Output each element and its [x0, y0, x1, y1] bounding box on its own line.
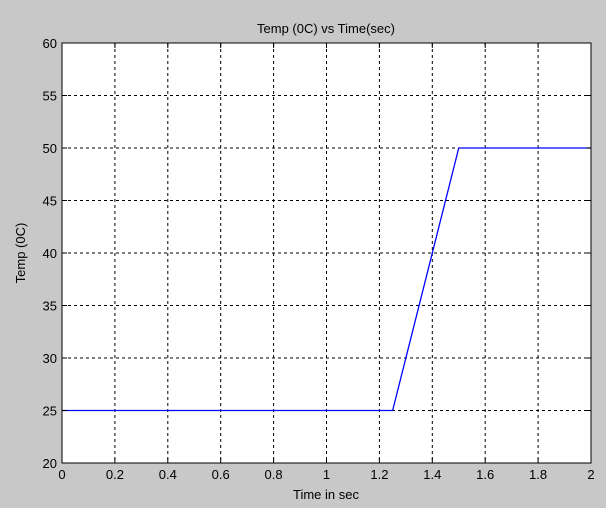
x-tick-label: 1.8 [529, 467, 547, 482]
x-tick-label: 0.6 [212, 467, 230, 482]
y-tick-label: 45 [43, 194, 57, 209]
x-tick-label: 0 [58, 467, 65, 482]
x-tick-label: 0.8 [265, 467, 283, 482]
chart-title: Temp (0C) vs Time(sec) [257, 21, 395, 36]
x-tick-label: 2 [587, 467, 594, 482]
x-axis-label: Time in sec [293, 487, 359, 502]
x-tick-label: 1.6 [476, 467, 494, 482]
y-tick-label: 30 [43, 351, 57, 366]
y-tick-label: 35 [43, 299, 57, 314]
x-tick-label: 0.2 [106, 467, 124, 482]
y-tick-label: 50 [43, 141, 57, 156]
series-layer [62, 147, 591, 412]
x-tick-label: 1 [323, 467, 330, 482]
y-axis-label: Temp (0C) [13, 223, 28, 284]
y-tick-label: 55 [43, 89, 57, 104]
ticks [61, 42, 592, 464]
y-tick-label: 20 [43, 456, 57, 471]
x-tick-label: 1.2 [370, 467, 388, 482]
x-tick-label: 1.4 [423, 467, 441, 482]
y-tick-label: 40 [43, 246, 57, 261]
series-line [62, 147, 591, 412]
y-tick-labels: 20 25 30 35 40 45 50 55 60 [43, 36, 57, 471]
x-tick-labels: 0 0.2 0.4 0.6 0.8 1 1.2 1.4 1.6 1.8 2 [58, 467, 594, 482]
y-tick-label: 25 [43, 404, 57, 419]
y-tick-label: 60 [43, 36, 57, 51]
x-tick-label: 0.4 [159, 467, 177, 482]
